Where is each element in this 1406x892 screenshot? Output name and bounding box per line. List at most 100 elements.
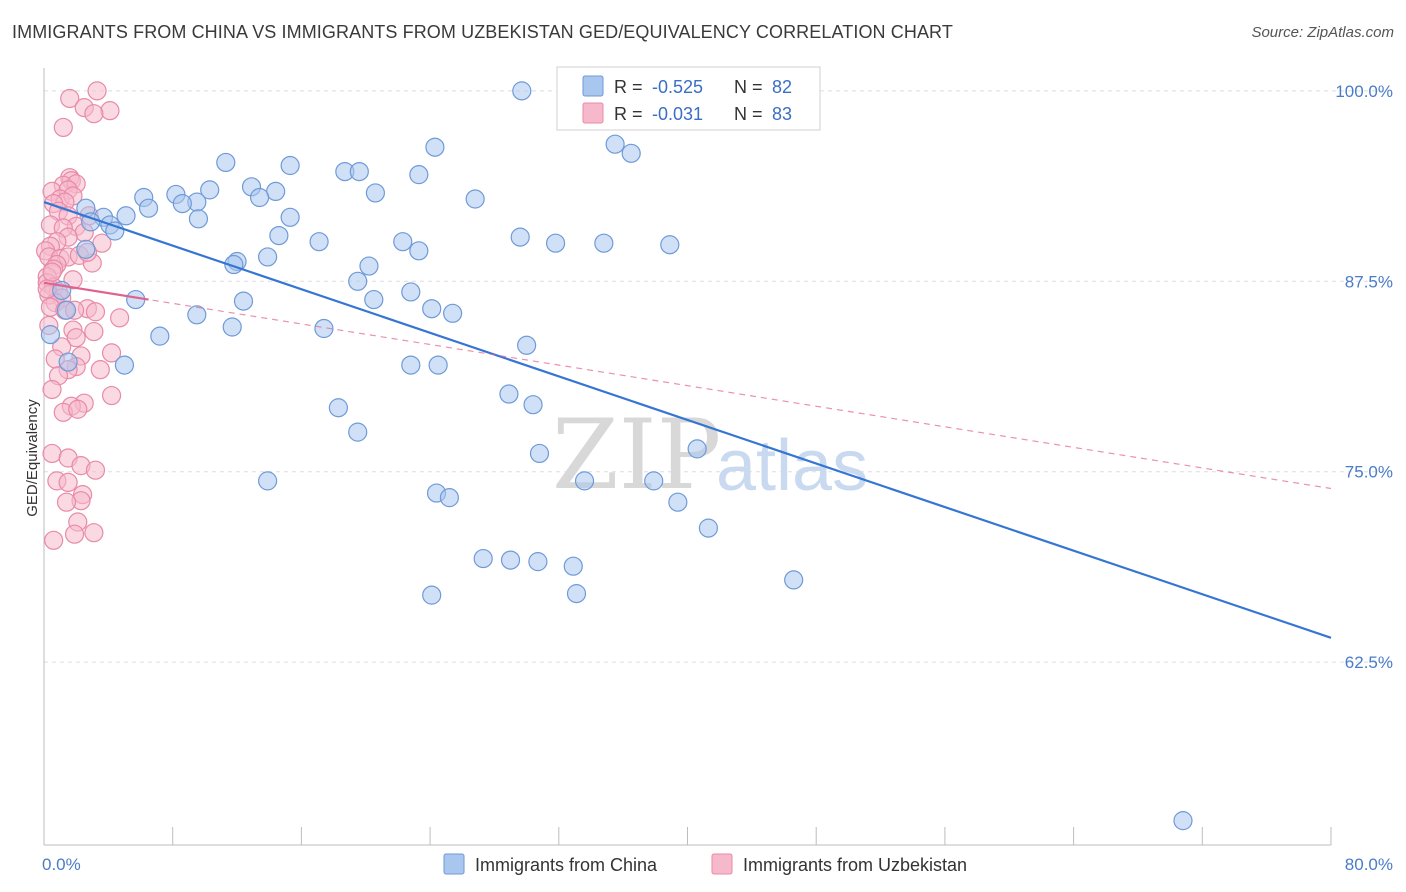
- uzbek-point-1: [60, 88, 80, 109]
- y-tick-label-3: 62.5%: [1345, 653, 1393, 672]
- china-point-55: [517, 335, 537, 355]
- china-point-46: [422, 299, 442, 319]
- watermark-atlas: atlas: [716, 426, 868, 506]
- chart-source: Source: ZipAtlas.com: [1251, 24, 1394, 41]
- china-point-35: [660, 235, 680, 255]
- china-point-20: [138, 198, 159, 218]
- china-point-0: [512, 81, 532, 101]
- china-point-77: [422, 585, 442, 605]
- legend-swatch-china: [582, 75, 604, 97]
- y-tick-label-1: 87.5%: [1345, 272, 1393, 291]
- china-point-37: [76, 239, 96, 259]
- china-point-45: [364, 289, 384, 310]
- series-legend-swatch-uzbek: [711, 853, 733, 875]
- legend-n-label-china: N =: [734, 77, 763, 97]
- y-axis-title: GED/Equivalency: [24, 399, 41, 517]
- uzbek-point-5: [53, 117, 73, 138]
- series-legend-label-china: Immigrants from China: [475, 855, 658, 875]
- uzbek-trend-line-dashed: [43, 282, 1332, 490]
- china-point-79: [566, 584, 587, 604]
- china-point-51: [56, 300, 77, 320]
- china-point-74: [500, 550, 521, 570]
- china-point-72: [698, 518, 719, 538]
- uzbek-point-77: [84, 523, 104, 543]
- china-point-67: [644, 471, 664, 491]
- trend-lines: [43, 201, 1332, 639]
- china-point-57: [428, 355, 448, 375]
- uzbek-point-61: [42, 379, 62, 400]
- china-point-78: [784, 570, 804, 590]
- china-point-11: [200, 180, 220, 200]
- legend-n-value-china: 82: [772, 77, 792, 97]
- x-tick-label-0: 0.0%: [42, 855, 81, 874]
- china-point-31: [393, 232, 413, 252]
- y-tick-label-0: 100.0%: [1335, 82, 1393, 101]
- china-point-19: [172, 193, 192, 214]
- series-legend-label-uzbek: Immigrants from Uzbekistan: [743, 855, 967, 875]
- uzbek-point-56: [101, 343, 122, 363]
- china-trend-line: [43, 201, 1332, 639]
- uzbek-point-67: [42, 443, 62, 464]
- china-point-47: [443, 303, 463, 323]
- china-point-59: [58, 352, 78, 372]
- china-point-76: [528, 552, 548, 572]
- china-point-64: [687, 439, 707, 459]
- china-point-5: [216, 152, 236, 173]
- china-point-60: [499, 384, 519, 404]
- china-point-4: [621, 143, 641, 163]
- china-point-34: [594, 233, 614, 253]
- china-point-38: [258, 247, 278, 267]
- china-point-75: [563, 556, 583, 576]
- uzbek-point-59: [90, 360, 110, 380]
- china-point-62: [523, 395, 543, 415]
- china-point-49: [187, 305, 207, 325]
- correlation-legend: R = -0.525 N = 82 R = -0.031 N = 83: [556, 66, 821, 131]
- uzbek-point-81: [42, 262, 62, 282]
- china-point-24: [188, 209, 209, 229]
- legend-r-value-china: -0.525: [652, 77, 703, 97]
- legend-r-value-uzbek: -0.031: [652, 104, 703, 124]
- china-point-73: [473, 548, 493, 569]
- china-point-70: [439, 488, 460, 508]
- china-point-80: [1173, 811, 1193, 831]
- x-tick-label-1: 80.0%: [1345, 855, 1393, 874]
- china-point-3: [425, 137, 445, 157]
- china-point-58: [401, 355, 421, 375]
- china-point-25: [280, 207, 300, 227]
- china-point-52: [222, 317, 242, 337]
- china-point-42: [348, 271, 368, 291]
- uzbek-point-75: [56, 492, 77, 512]
- china-point-53: [314, 318, 334, 339]
- legend-n-value-uzbek: 83: [772, 104, 792, 124]
- china-point-43: [401, 282, 421, 302]
- uzbek-point-46: [85, 302, 106, 322]
- tick-labels: 100.0% 87.5% 75.0% 62.5% 0.0% 80.0%: [42, 82, 1393, 874]
- uzbek-point-4: [84, 104, 104, 124]
- china-point-81: [40, 325, 61, 345]
- china-point-8: [349, 162, 369, 182]
- china-point-6: [280, 155, 300, 176]
- chart-title: IMMIGRANTS FROM CHINA VS IMMIGRANTS FROM…: [12, 22, 953, 42]
- china-point-33: [545, 233, 566, 253]
- legend-swatch-uzbek: [582, 102, 604, 124]
- series-legend-swatch-china: [443, 853, 465, 875]
- china-point-54: [150, 326, 170, 346]
- china-point-29: [269, 225, 289, 246]
- legend-r-label-uzbek: R =: [614, 104, 643, 124]
- china-point-30: [510, 227, 530, 247]
- china-point-16: [465, 189, 485, 209]
- uzbek-point-3: [100, 101, 120, 121]
- legend-r-label-china: R =: [614, 77, 643, 97]
- uzbek-points: [36, 81, 130, 550]
- uzbek-point-51: [84, 321, 104, 342]
- uzbek-point-79: [64, 524, 85, 544]
- china-point-9: [409, 165, 429, 185]
- uzbek-point-66: [68, 399, 88, 419]
- china-point-66: [574, 471, 595, 491]
- uzbek-point-48: [110, 308, 130, 328]
- series-legend: Immigrants from China Immigrants from Uz…: [443, 853, 967, 875]
- uzbek-point-71: [58, 472, 78, 492]
- china-point-17: [249, 187, 270, 208]
- grid-lines: [44, 90, 1391, 663]
